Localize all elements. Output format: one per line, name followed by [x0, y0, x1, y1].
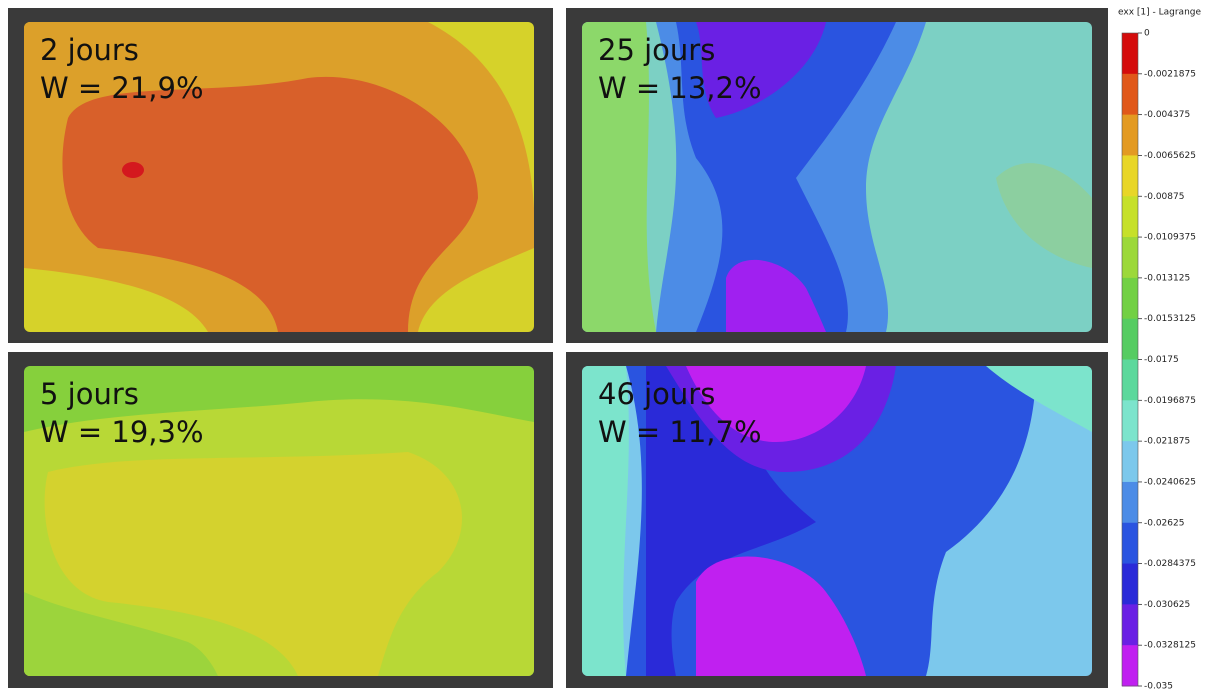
colorbar-band	[1122, 237, 1138, 279]
colorbar-tick-label: -0.0284375	[1144, 559, 1196, 569]
colorbar-tick-label: -0.00875	[1144, 192, 1184, 202]
panel: 46 jours W = 11,7%	[566, 352, 1108, 688]
panel: 5 jours W = 19,3%	[8, 352, 553, 688]
colorbar-tick-label: -0.0153125	[1144, 314, 1196, 324]
colorbar-band	[1122, 645, 1138, 687]
colorbar-band	[1122, 604, 1138, 646]
colorbar-tick-label: -0.0109375	[1144, 233, 1196, 243]
colorbar-tick-label: -0.030625	[1144, 600, 1190, 610]
panel-moisture: W = 19,3%	[40, 415, 204, 449]
panel-moisture: W = 13,2%	[598, 71, 762, 105]
colorbar-band	[1122, 33, 1138, 75]
colorbar-tick-label: -0.035	[1144, 682, 1173, 692]
panel-days: 5 jours	[40, 377, 139, 411]
colorbar-band	[1122, 481, 1138, 524]
colorbar-band	[1122, 400, 1138, 442]
colorbar-band	[1122, 359, 1138, 401]
colorbar-tick-label: -0.0328125	[1144, 641, 1196, 651]
colorbar-band	[1122, 522, 1138, 565]
panel: 25 jours W = 13,2%	[566, 8, 1108, 343]
colorbar-band	[1122, 155, 1138, 197]
colorbar-tick-label: -0.004375	[1144, 110, 1190, 120]
colorbar-tick-label: -0.021875	[1144, 437, 1190, 447]
panel-days: 46 jours	[598, 377, 715, 411]
panel-moisture: W = 11,7%	[598, 415, 762, 449]
panel-moisture: W = 21,9%	[40, 71, 204, 105]
panel: 2 jours W = 21,9%	[8, 8, 553, 343]
colorbar-tick-label: -0.02625	[1144, 518, 1184, 528]
panel-days: 25 jours	[598, 33, 715, 67]
colorbar-tick-label: 0	[1144, 29, 1150, 39]
colorbar-band	[1122, 441, 1138, 483]
colorbar-tick-label: -0.013125	[1144, 273, 1190, 283]
colorbar-band	[1122, 318, 1138, 360]
colorbar-tick-label: -0.0065625	[1144, 151, 1196, 161]
panel-days: 2 jours	[40, 33, 139, 67]
colorbar: 0 -0.0021875 -0.004375 -0.0065625 -0.00875 -0…	[1121, 29, 1196, 692]
colorbar-band	[1122, 563, 1138, 605]
colorbar-tick-label: -0.0175	[1144, 355, 1179, 365]
colorbar-tick-label: -0.0021875	[1144, 69, 1196, 79]
colorbar-band	[1122, 73, 1138, 116]
colorbar-tick-label: -0.0196875	[1144, 396, 1196, 406]
colorbar-band	[1122, 114, 1138, 156]
colorbar-title: exx [1] - Lagrange	[1118, 8, 1201, 18]
colorbar-tick-label: -0.0240625	[1144, 477, 1196, 487]
colorbar-band	[1122, 196, 1138, 238]
colorbar-band	[1122, 277, 1138, 320]
